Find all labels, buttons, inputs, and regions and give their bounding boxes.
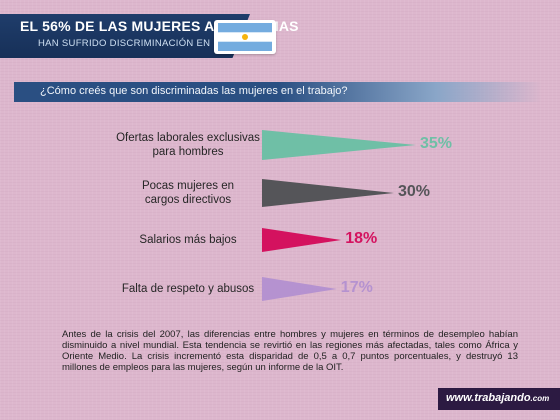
category-label-line: para hombres: [152, 146, 224, 158]
value-label: 35%: [420, 135, 453, 152]
value-label: 18%: [345, 230, 378, 247]
question-bar: [14, 82, 542, 102]
category-label-line: Salarios más bajos: [139, 234, 237, 246]
category-label: Pocas mujeres en cargos directivos: [88, 179, 288, 207]
brand-box: [438, 388, 560, 410]
title-banner: [0, 14, 250, 58]
footnote: Antes de la crisis del 2007, las diferen…: [62, 329, 518, 373]
category-label-line: cargos directivos: [144, 194, 232, 206]
bar-wedge: [262, 277, 337, 301]
category-label: Ofertas laborales exclusivas para hombres: [88, 131, 288, 159]
flag-sun: [242, 34, 248, 40]
value-label: 17%: [340, 279, 373, 296]
survey-question: ¿Cómo creés que son discriminadas las mu…: [40, 85, 348, 97]
bar-wedge: [262, 179, 394, 207]
bar-wedge: [262, 228, 342, 252]
category-label: Salarios más bajos: [88, 233, 288, 247]
flag-bottom-stripe: [218, 41, 272, 51]
category-label-line: Ofertas laborales exclusivas: [116, 132, 260, 144]
brand-suffix: .com: [530, 394, 550, 403]
flag-top-stripe: [218, 23, 272, 33]
value-label: 30%: [398, 183, 431, 200]
argentina-flag-icon: [214, 20, 276, 54]
brand-logo[interactable]: www.trabajando.com: [446, 392, 549, 404]
brand-name: www.trabajando: [446, 392, 531, 404]
page-subtitle: HAN SUFRIDO DISCRIMINACIÓN EN EL TRABAJO: [38, 38, 274, 49]
bar-wedge: [262, 130, 416, 160]
category-label: Falta de respeto y abusos: [88, 282, 288, 296]
category-label-line: Pocas mujeres en: [141, 180, 235, 192]
category-label-line: Falta de respeto y abusos: [121, 283, 255, 295]
